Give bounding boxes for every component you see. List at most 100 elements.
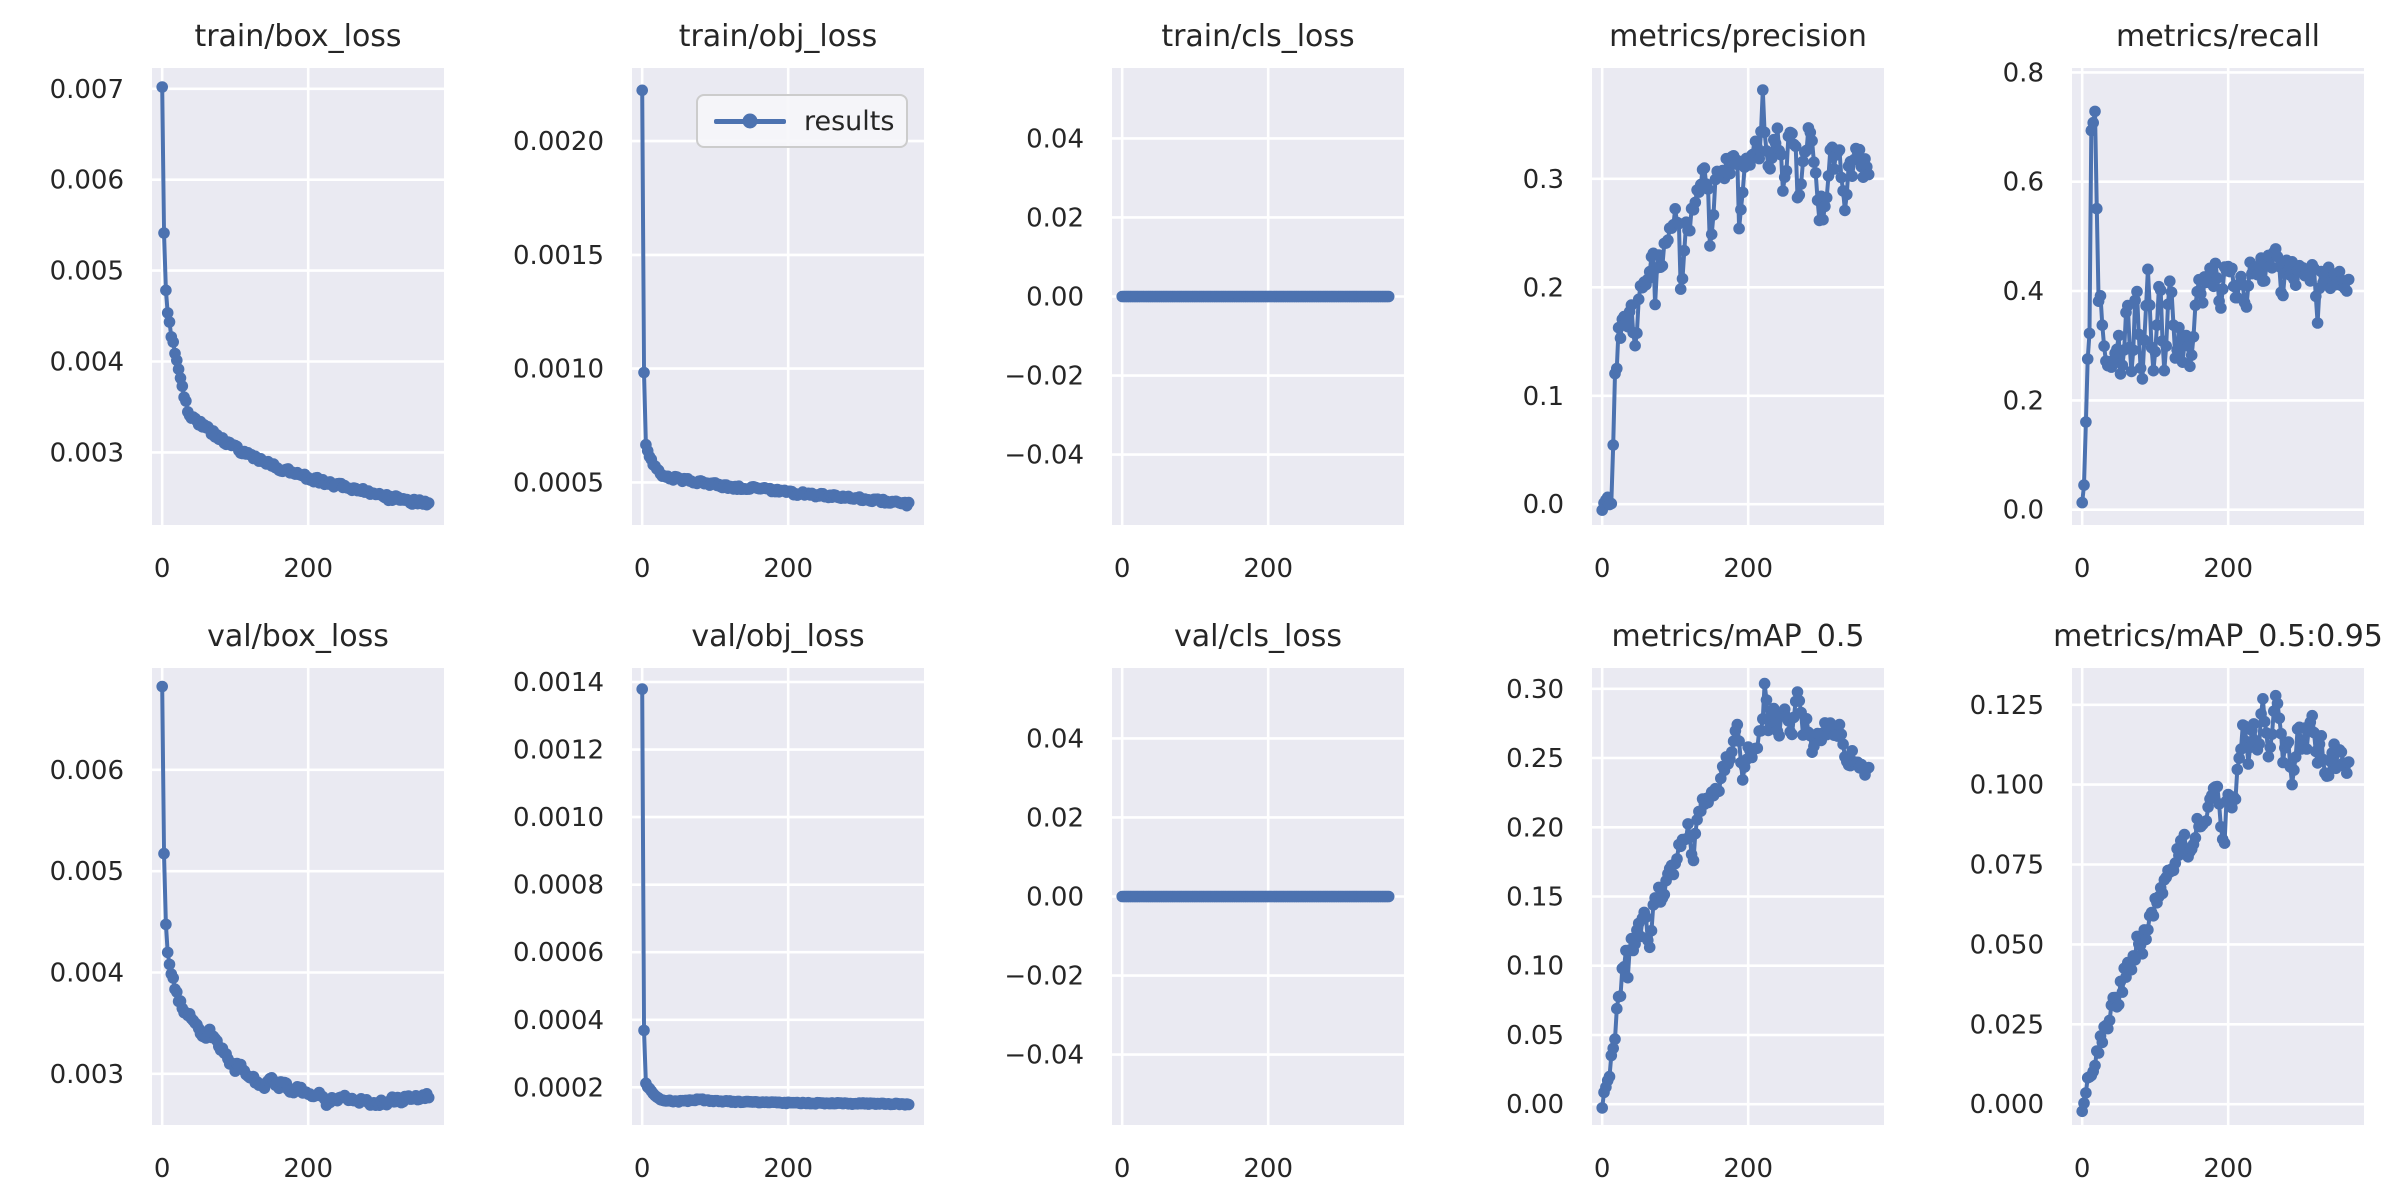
svg-text:0.075: 0.075 — [1970, 851, 2044, 881]
svg-text:0.003: 0.003 — [50, 1060, 124, 1090]
subplot-train-cls-loss: −0.04 −0.02 0.00 0.02 0.04 0 200 train/cls_los… — [960, 0, 1440, 600]
subplot-metrics-recall: 0.0 0.2 0.4 0.6 0.8 0 200 metrics/recall — [1920, 0, 2400, 600]
subplot-metrics-precision: 0.0 0.1 0.2 0.3 0 200 metrics/precision — [1440, 0, 1920, 600]
svg-text:0.004: 0.004 — [50, 959, 124, 989]
svg-text:0: 0 — [1594, 1154, 1611, 1184]
subplot-train-obj-loss: 0.0005 0.0010 0.0015 0.0020 0 200 train/obj_l… — [480, 0, 960, 600]
svg-text:0: 0 — [634, 1154, 651, 1184]
subplot-title-metrics-precision: metrics/precision — [1609, 19, 1867, 54]
subplot-metrics-map50-95: 0.000 0.025 0.050 0.075 0.100 0.125 0 200 metri… — [1920, 600, 2400, 1200]
svg-text:0.04: 0.04 — [1026, 124, 1084, 154]
svg-text:200: 200 — [763, 554, 813, 584]
legend-line-sample-icon — [714, 113, 786, 129]
svg-text:0.02: 0.02 — [1026, 203, 1084, 233]
svg-text:0.1: 0.1 — [1523, 382, 1564, 412]
train-cls-loss-chart-canvas: −0.04 −0.02 0.00 0.02 0.04 0 200 — [1004, 68, 1404, 584]
subplot-title-metrics-map50: metrics/mAP_0.5 — [1611, 619, 1865, 654]
svg-text:0.0: 0.0 — [1523, 490, 1564, 520]
subplot-title-val-cls-loss: val/cls_loss — [1174, 619, 1342, 654]
svg-text:0.02: 0.02 — [1026, 803, 1084, 833]
svg-text:0.00: 0.00 — [1026, 883, 1084, 913]
svg-text:200: 200 — [1243, 1154, 1293, 1184]
svg-text:200: 200 — [2203, 1154, 2253, 1184]
svg-text:200: 200 — [1723, 1154, 1773, 1184]
subplot-train-box-loss: 0.003 0.004 0.005 0.006 0.007 0 200 train/box_… — [0, 0, 480, 600]
svg-text:0.6: 0.6 — [2003, 168, 2044, 198]
svg-text:0.15: 0.15 — [1506, 883, 1564, 913]
metrics-map50-95-chart-canvas: 0.000 0.025 0.050 0.075 0.100 0.125 0 200 — [1970, 668, 2364, 1184]
svg-text:0.0015: 0.0015 — [513, 241, 604, 271]
svg-text:0.0020: 0.0020 — [513, 127, 604, 157]
svg-text:0.3: 0.3 — [1523, 165, 1564, 195]
svg-text:0.30: 0.30 — [1506, 675, 1564, 705]
svg-text:200: 200 — [2203, 554, 2253, 584]
legend: results — [696, 94, 908, 148]
svg-text:0: 0 — [634, 554, 651, 584]
svg-text:0.0012: 0.0012 — [513, 736, 604, 766]
svg-text:0.005: 0.005 — [50, 257, 124, 287]
subplot-title-train-cls-loss: train/cls_loss — [1161, 19, 1355, 54]
svg-text:0.2: 0.2 — [2003, 386, 2044, 416]
svg-text:0.050: 0.050 — [1970, 930, 2044, 960]
svg-text:0: 0 — [1114, 554, 1131, 584]
subplot-metrics-map50: 0.00 0.05 0.10 0.15 0.20 0.25 0.30 0 200 metrics… — [1440, 600, 1920, 1200]
svg-text:200: 200 — [1723, 554, 1773, 584]
svg-text:200: 200 — [1243, 554, 1293, 584]
svg-text:0.0010: 0.0010 — [513, 355, 604, 385]
svg-text:0.0: 0.0 — [2003, 496, 2044, 526]
val-cls-loss-chart-canvas: −0.04 −0.02 0.00 0.02 0.04 0 200 — [1004, 668, 1404, 1184]
svg-text:0.000: 0.000 — [1970, 1090, 2044, 1120]
metrics-precision-chart-canvas: 0.0 0.1 0.2 0.3 0 200 — [1523, 68, 1884, 584]
subplot-title-train-box-loss: train/box_loss — [194, 19, 402, 54]
svg-text:0.005: 0.005 — [50, 857, 124, 887]
val-box-loss-chart-canvas: 0.003 0.004 0.005 0.006 0 200 — [50, 668, 444, 1184]
svg-text:0.00: 0.00 — [1506, 1090, 1564, 1120]
svg-text:0.007: 0.007 — [50, 75, 124, 105]
val-obj-loss-chart-canvas: 0.0002 0.0004 0.0006 0.0008 0.0010 0.0012 0.00… — [513, 668, 924, 1184]
svg-text:0: 0 — [154, 554, 171, 584]
svg-text:0.25: 0.25 — [1506, 744, 1564, 774]
svg-text:0.05: 0.05 — [1506, 1021, 1564, 1051]
svg-text:0.0006: 0.0006 — [513, 938, 604, 968]
subplot-title-val-obj-loss: val/obj_loss — [691, 619, 865, 654]
svg-text:0.006: 0.006 — [50, 756, 124, 786]
svg-text:0.10: 0.10 — [1506, 952, 1564, 982]
svg-text:0: 0 — [1594, 554, 1611, 584]
svg-text:−0.04: −0.04 — [1004, 441, 1084, 471]
svg-text:0: 0 — [2074, 554, 2091, 584]
legend-marker-icon — [742, 113, 758, 129]
svg-text:0.125: 0.125 — [1970, 691, 2044, 721]
subplot-title-metrics-recall: metrics/recall — [2115, 19, 2321, 54]
svg-text:0.04: 0.04 — [1026, 724, 1084, 754]
svg-text:0.20: 0.20 — [1506, 813, 1564, 843]
svg-text:200: 200 — [763, 1154, 813, 1184]
train-box-loss-chart-canvas: 0.003 0.004 0.005 0.006 0.007 0 200 — [50, 68, 444, 584]
svg-text:0.004: 0.004 — [50, 348, 124, 378]
svg-text:0.0002: 0.0002 — [513, 1073, 604, 1103]
svg-text:0.0005: 0.0005 — [513, 468, 604, 498]
svg-text:0: 0 — [2074, 1154, 2091, 1184]
metrics-map50-chart-canvas: 0.00 0.05 0.10 0.15 0.20 0.25 0.30 0 200 — [1506, 668, 1884, 1184]
svg-text:−0.04: −0.04 — [1004, 1041, 1084, 1071]
svg-text:0.025: 0.025 — [1970, 1010, 2044, 1040]
subplot-title-val-box-loss: val/box_loss — [207, 619, 389, 654]
subplot-val-box-loss: 0.003 0.004 0.005 0.006 0 200 val/box_loss — [0, 600, 480, 1200]
svg-text:0: 0 — [154, 1154, 171, 1184]
svg-text:0.8: 0.8 — [2003, 58, 2044, 88]
svg-text:200: 200 — [283, 1154, 333, 1184]
svg-text:200: 200 — [283, 554, 333, 584]
train-obj-loss-chart-canvas: 0.0005 0.0010 0.0015 0.0020 0 200 — [513, 68, 924, 584]
svg-text:0.2: 0.2 — [1523, 273, 1564, 303]
svg-text:0.0014: 0.0014 — [513, 668, 604, 698]
subplot-val-obj-loss: 0.0002 0.0004 0.0006 0.0008 0.0010 0.0012 0.00… — [480, 600, 960, 1200]
subplot-title-metrics-map50-95: metrics/mAP_0.5:0.95 — [2053, 619, 2383, 654]
svg-text:0.0004: 0.0004 — [513, 1006, 604, 1036]
svg-text:0.100: 0.100 — [1970, 771, 2044, 801]
svg-text:0.0010: 0.0010 — [513, 803, 604, 833]
svg-text:−0.02: −0.02 — [1004, 362, 1084, 392]
svg-text:0.00: 0.00 — [1026, 283, 1084, 313]
svg-text:0.003: 0.003 — [50, 438, 124, 468]
svg-text:0: 0 — [1114, 1154, 1131, 1184]
svg-text:0.0008: 0.0008 — [513, 871, 604, 901]
